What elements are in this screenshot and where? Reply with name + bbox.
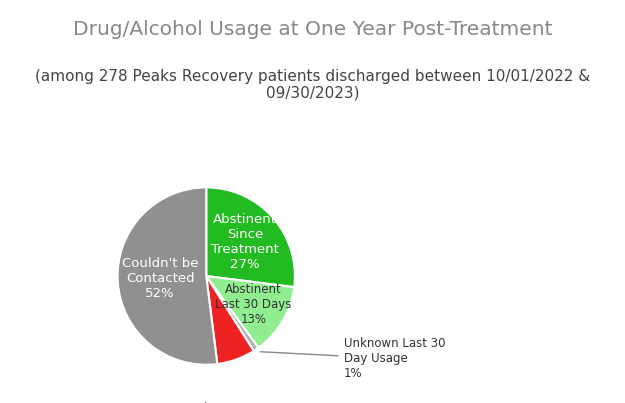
Wedge shape: [206, 187, 295, 287]
Text: Abstinent
Last 30 Days
13%: Abstinent Last 30 Days 13%: [216, 283, 292, 326]
Wedge shape: [206, 276, 258, 351]
Text: Abstinent
Since
Treatment
27%: Abstinent Since Treatment 27%: [211, 213, 279, 271]
Wedge shape: [206, 276, 254, 364]
Wedge shape: [206, 276, 294, 348]
Text: (among 278 Peaks Recovery patients discharged between 10/01/2022 &
09/30/2023): (among 278 Peaks Recovery patients disch…: [35, 69, 590, 101]
Wedge shape: [118, 187, 218, 365]
Text: Couldn't be
Contacted
52%: Couldn't be Contacted 52%: [122, 258, 199, 301]
Text: Unknown Last 30
Day Usage
1%: Unknown Last 30 Day Usage 1%: [261, 337, 445, 380]
Text: Drug/Alcohol Usage at One Year Post-Treatment: Drug/Alcohol Usage at One Year Post-Trea…: [72, 20, 552, 39]
Text: Used Last 30 Days
7%: Used Last 30 Days 7%: [178, 402, 288, 403]
